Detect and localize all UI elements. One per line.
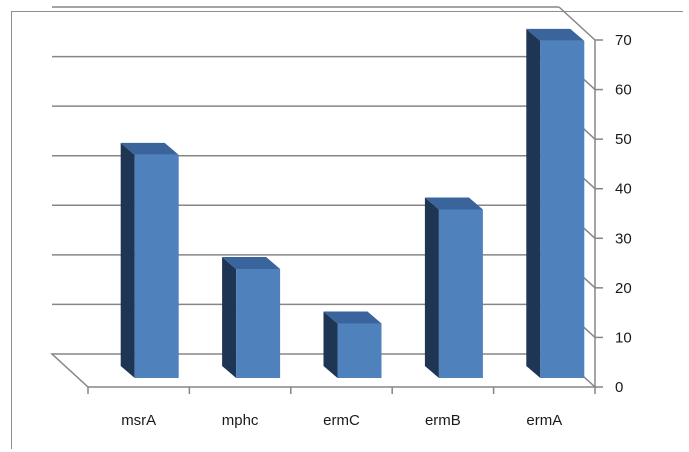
x-label-ermC: ermC: [323, 412, 360, 429]
bar-msrA: [120, 142, 179, 378]
bar-ermA: [526, 28, 585, 379]
y-tick-label-70: 70: [615, 32, 632, 49]
bar-mphc: [222, 256, 281, 378]
y-tick-label-20: 20: [615, 280, 632, 297]
bar-front-ermB: [438, 209, 483, 378]
gridline-70: [52, 6, 596, 41]
bar-front-mphc: [236, 268, 281, 378]
bar-top-ermA: [526, 28, 585, 41]
bar-side-msrA: [120, 142, 135, 378]
bar-side-ermC: [323, 311, 338, 378]
bar-ermC: [323, 311, 382, 378]
y-tick-label-40: 40: [615, 181, 632, 198]
y-tick-label-30: 30: [615, 230, 632, 247]
y-tick-label-50: 50: [615, 131, 632, 148]
bar-side-mphc: [222, 256, 237, 378]
y-tick-label-10: 10: [615, 329, 632, 346]
y-tick-label-60: 60: [615, 82, 632, 99]
x-axis-labels: msrA mphc ermC ermB ermA: [121, 412, 562, 429]
y-tick-label-0: 0: [615, 379, 623, 396]
x-label-msrA: msrA: [121, 412, 156, 429]
bar-ermB: [424, 197, 483, 378]
chart-frame: [11, 11, 683, 449]
x-label-ermB: ermB: [425, 412, 461, 429]
y-axis: 0 10 20 30 40 50 60 70: [87, 32, 632, 396]
bars: [120, 28, 585, 379]
bar-side-ermA: [526, 28, 541, 379]
bar-top-mphc: [222, 256, 281, 269]
bar-top-ermC: [323, 311, 382, 324]
x-label-mphc: mphc: [222, 412, 259, 429]
bar-front-ermA: [540, 40, 585, 379]
bar-top-ermB: [424, 197, 483, 210]
gridline-70-side: [558, 6, 596, 41]
bar-front-ermC: [337, 323, 382, 378]
bar-side-ermB: [424, 197, 439, 378]
gridline-60: [52, 55, 596, 91]
bar-top-msrA: [120, 142, 179, 155]
bar-front-msrA: [134, 154, 179, 378]
x-label-ermA: ermA: [526, 412, 562, 429]
gridline-50: [52, 105, 596, 140]
